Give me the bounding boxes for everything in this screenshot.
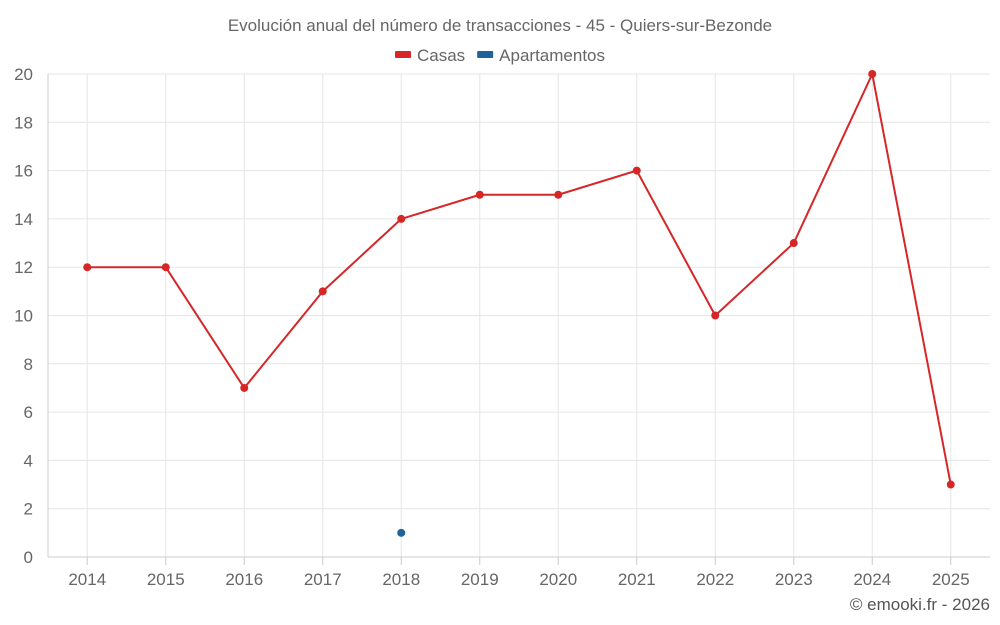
data-point <box>397 528 406 537</box>
data-point <box>475 190 484 199</box>
y-tick-label: 14 <box>14 210 33 229</box>
x-tick-label: 2014 <box>68 570 106 589</box>
axes: 0 2 4 6 8 10 12 14 16 18 20 2014 2015 2016 2017 2018 201… <box>14 65 990 589</box>
data-point <box>240 383 249 392</box>
data-point <box>161 263 170 272</box>
data-point <box>711 311 720 320</box>
legend-swatch <box>477 51 494 58</box>
x-tick-label: 2015 <box>147 570 185 589</box>
x-tick-label: 2025 <box>932 570 970 589</box>
x-tick-label: 2022 <box>696 570 734 589</box>
x-tick-label: 2020 <box>539 570 577 589</box>
y-tick-label: 12 <box>14 258 33 277</box>
legend-swatch <box>394 51 411 58</box>
y-tick-label: 16 <box>14 162 33 181</box>
data-point <box>318 287 327 296</box>
data-point <box>868 70 877 78</box>
x-tick-label: 2023 <box>775 570 813 589</box>
grid <box>48 73 990 557</box>
credit-text: © emooki.fr - 2026 <box>849 595 990 614</box>
y-tick-label: 10 <box>14 307 33 326</box>
y-tick-label: 6 <box>24 403 33 422</box>
data-point <box>632 166 641 175</box>
x-tick-label: 2019 <box>461 570 499 589</box>
legend-label: Apartamentos <box>499 46 605 65</box>
data-point <box>946 480 955 489</box>
x-tick-label: 2016 <box>225 570 263 589</box>
y-tick-label: 8 <box>24 355 33 374</box>
data-point <box>789 239 798 248</box>
chart-title: Evolución anual del número de transaccio… <box>228 16 772 35</box>
legend-label: Casas <box>417 46 465 65</box>
y-tick-label: 2 <box>24 500 33 519</box>
data-point <box>554 190 563 199</box>
data-point <box>83 263 92 272</box>
data-point <box>397 214 406 223</box>
x-tick-label: 2021 <box>618 570 656 589</box>
legend: Casas Apartamentos <box>394 46 605 65</box>
y-tick-label: 0 <box>24 548 33 567</box>
y-tick-label: 4 <box>24 451 33 470</box>
x-tick-label: 2018 <box>382 570 420 589</box>
x-tick-label: 2024 <box>853 570 891 589</box>
x-tick-label: 2017 <box>304 570 342 589</box>
series <box>83 70 955 537</box>
y-tick-label: 20 <box>14 65 33 84</box>
y-tick-label: 18 <box>14 113 33 132</box>
series-line <box>87 73 952 485</box>
series-casas <box>83 70 955 489</box>
series-apartamentos <box>397 528 406 537</box>
